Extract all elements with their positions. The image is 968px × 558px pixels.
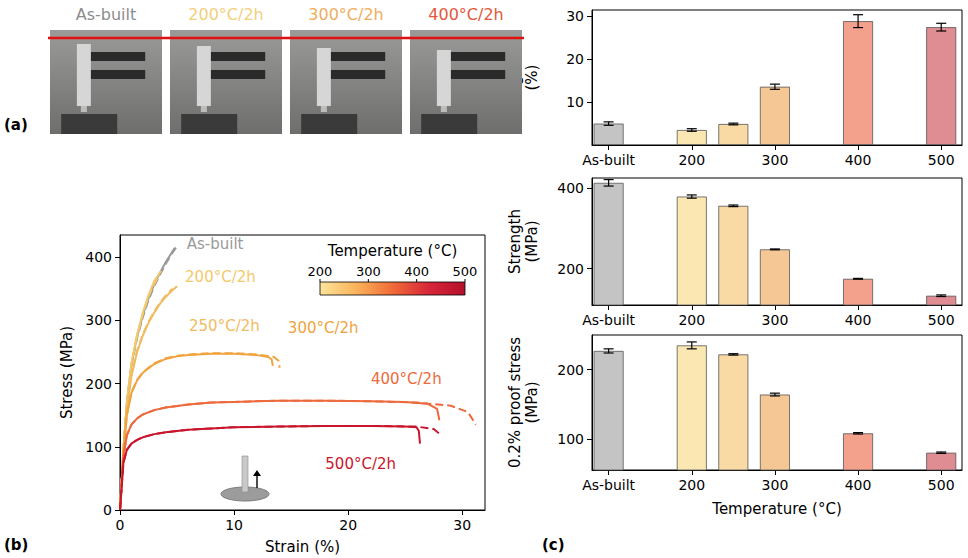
svg-text:0: 0 (103, 502, 112, 518)
svg-text:Temperature (°C): Temperature (°C) (711, 500, 841, 518)
svg-text:100: 100 (557, 431, 584, 447)
svg-text:400°C/2h: 400°C/2h (428, 5, 503, 24)
svg-text:200: 200 (678, 152, 705, 168)
svg-text:0: 0 (116, 517, 125, 533)
svg-text:200°C/2h: 200°C/2h (185, 268, 256, 286)
svg-text:20: 20 (339, 517, 357, 533)
svg-text:10: 10 (566, 94, 584, 110)
svg-text:500°C/2h: 500°C/2h (325, 455, 396, 473)
svg-text:As-built: As-built (582, 152, 635, 168)
svg-text:500: 500 (928, 477, 955, 493)
svg-text:200: 200 (557, 362, 584, 378)
html-text:(c): (c) (542, 536, 565, 554)
svg-text:500: 500 (453, 264, 478, 279)
svg-text:200: 200 (678, 312, 705, 328)
svg-text:200: 200 (308, 264, 333, 279)
svg-text:(%): (%) (523, 65, 541, 91)
svg-text:30: 30 (566, 8, 584, 24)
svg-text:0.2% proof stress: 0.2% proof stress (506, 337, 524, 468)
svg-text:10: 10 (225, 517, 243, 533)
svg-text:400: 400 (404, 264, 429, 279)
svg-text:250°C/2h: 250°C/2h (189, 317, 260, 335)
svg-text:500: 500 (928, 152, 955, 168)
svg-text:300: 300 (356, 264, 381, 279)
html-text:(b): (b) (4, 536, 29, 554)
svg-text:200: 200 (557, 261, 584, 277)
svg-text:400: 400 (845, 312, 872, 328)
svg-text:As-built: As-built (582, 312, 635, 328)
svg-text:30: 30 (453, 517, 471, 533)
svg-text:300: 300 (85, 312, 112, 328)
svg-text:400: 400 (845, 152, 872, 168)
svg-text:(MPa): (MPa) (523, 381, 541, 423)
svg-text:Strain (%): Strain (%) (265, 538, 340, 556)
svg-text:400: 400 (845, 477, 872, 493)
svg-text:(MPa): (MPa) (523, 220, 541, 262)
svg-text:300: 300 (762, 312, 789, 328)
svg-text:300: 300 (762, 152, 789, 168)
svg-text:As-built: As-built (582, 477, 635, 493)
svg-text:As-built: As-built (187, 235, 244, 253)
svg-text:200°C/2h: 200°C/2h (188, 5, 263, 24)
svg-text:400: 400 (85, 249, 112, 265)
svg-text:400: 400 (557, 180, 584, 196)
svg-text:200: 200 (85, 376, 112, 392)
svg-text:Stress (MPa): Stress (MPa) (58, 326, 76, 419)
svg-text:200: 200 (678, 477, 705, 493)
svg-text:20: 20 (566, 51, 584, 67)
html-text:(a): (a) (4, 116, 28, 134)
svg-text:500: 500 (928, 312, 955, 328)
svg-text:Strength: Strength (506, 209, 524, 274)
svg-text:Temperature (°C): Temperature (°C) (327, 242, 457, 260)
svg-text:400°C/2h: 400°C/2h (371, 370, 442, 388)
svg-text:Elongation: Elongation (506, 38, 524, 118)
svg-text:300: 300 (762, 477, 789, 493)
svg-text:300°C/2h: 300°C/2h (288, 319, 359, 337)
svg-text:300°C/2h: 300°C/2h (308, 5, 383, 24)
svg-text:As-built: As-built (76, 5, 137, 24)
svg-text:100: 100 (85, 439, 112, 455)
